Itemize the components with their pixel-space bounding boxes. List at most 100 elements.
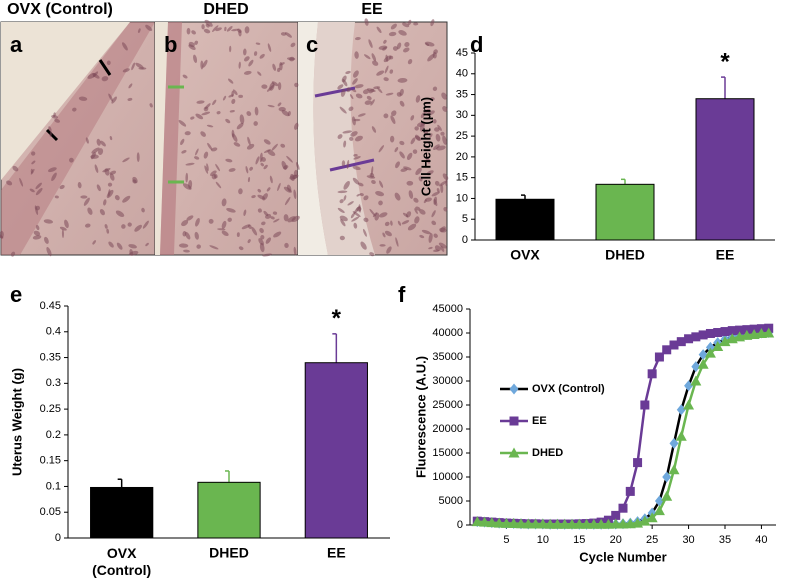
nucleus <box>182 74 188 79</box>
marker <box>698 330 708 340</box>
nucleus <box>190 116 195 120</box>
nucleus <box>337 207 345 214</box>
nucleus <box>269 175 273 184</box>
x-tick-label: 20 <box>610 534 622 546</box>
nucleus <box>340 88 346 97</box>
nucleus <box>191 30 196 35</box>
nucleus <box>286 155 293 163</box>
nucleus <box>138 67 147 70</box>
nucleus <box>91 147 100 154</box>
nucleus <box>389 55 394 60</box>
nucleus <box>351 216 360 222</box>
nucleus <box>238 94 243 98</box>
nucleus <box>273 218 280 223</box>
nucleus <box>354 51 359 59</box>
marker <box>712 340 724 351</box>
nucleus <box>261 221 266 226</box>
marker <box>719 336 731 347</box>
nucleus <box>408 190 414 199</box>
nucleus <box>128 244 137 249</box>
nucleus <box>352 78 358 85</box>
marker <box>544 518 556 529</box>
nucleus <box>407 19 412 26</box>
nucleus <box>277 82 282 91</box>
nucleus <box>43 219 54 224</box>
nucleus <box>287 110 291 117</box>
nucleus <box>419 234 425 239</box>
nucleus <box>209 245 219 250</box>
marker <box>755 327 767 338</box>
nucleus <box>77 182 82 189</box>
nucleus <box>243 70 252 75</box>
nucleus <box>371 53 377 62</box>
marker <box>471 516 483 527</box>
nucleus <box>188 180 193 190</box>
marker <box>705 328 715 338</box>
nucleus <box>424 197 432 202</box>
y-tick-label: 5 <box>462 213 468 225</box>
marker <box>720 327 730 337</box>
nucleus <box>346 159 350 170</box>
y-axis-title: Cell Height (µm) <box>418 97 433 196</box>
marker <box>742 325 752 335</box>
nucleus <box>184 131 191 136</box>
nucleus <box>295 162 300 171</box>
legend-label: OVX (Control) <box>532 383 605 395</box>
nucleus <box>284 242 289 249</box>
nucleus <box>134 224 143 232</box>
y-tick-label: 0.45 <box>40 300 61 312</box>
nucleus <box>407 223 417 231</box>
nucleus <box>200 131 206 137</box>
nucleus <box>53 112 56 118</box>
epithelium <box>1 22 155 255</box>
nucleus <box>294 82 299 88</box>
nucleus <box>204 19 213 27</box>
nucleus <box>107 189 111 197</box>
marker <box>654 352 664 362</box>
nucleus <box>30 168 35 175</box>
nucleus <box>98 148 104 155</box>
nucleus <box>384 65 389 74</box>
nucleus <box>432 86 438 92</box>
nucleus <box>273 231 282 238</box>
nucleus <box>429 133 433 138</box>
marker <box>704 347 716 358</box>
nucleus <box>414 216 420 224</box>
marker <box>515 518 527 529</box>
panel-title: OVX (Control) <box>7 1 113 18</box>
nucleus <box>406 152 413 160</box>
nucleus <box>439 227 447 233</box>
y-axis-title: Uterus Weight (g) <box>9 368 24 476</box>
nucleus <box>94 164 99 173</box>
nucleus <box>423 130 429 135</box>
nucleus <box>85 137 89 144</box>
nucleus <box>267 43 272 52</box>
nucleus <box>19 177 24 187</box>
marker <box>573 518 585 529</box>
y-tick-label: 0.25 <box>40 403 61 415</box>
nucleus <box>436 188 440 193</box>
nucleus <box>277 102 282 107</box>
marker <box>500 517 512 528</box>
y-tick-label: 0 <box>457 519 463 531</box>
nucleus <box>145 24 153 32</box>
nucleus <box>217 228 226 231</box>
marker <box>653 505 665 516</box>
nucleus <box>59 184 65 190</box>
marker <box>625 486 635 496</box>
nucleus <box>193 54 198 63</box>
bar <box>304 362 368 539</box>
nucleus <box>286 184 292 192</box>
nucleus <box>122 68 130 73</box>
nucleus <box>404 42 410 47</box>
nucleus <box>437 124 442 131</box>
nucleus <box>281 110 290 117</box>
nucleus <box>33 230 41 236</box>
nucleus <box>260 162 264 167</box>
nucleus <box>185 162 195 166</box>
nucleus <box>127 97 133 101</box>
nucleus <box>420 112 426 119</box>
nucleus <box>358 182 364 187</box>
nucleus <box>376 70 385 76</box>
